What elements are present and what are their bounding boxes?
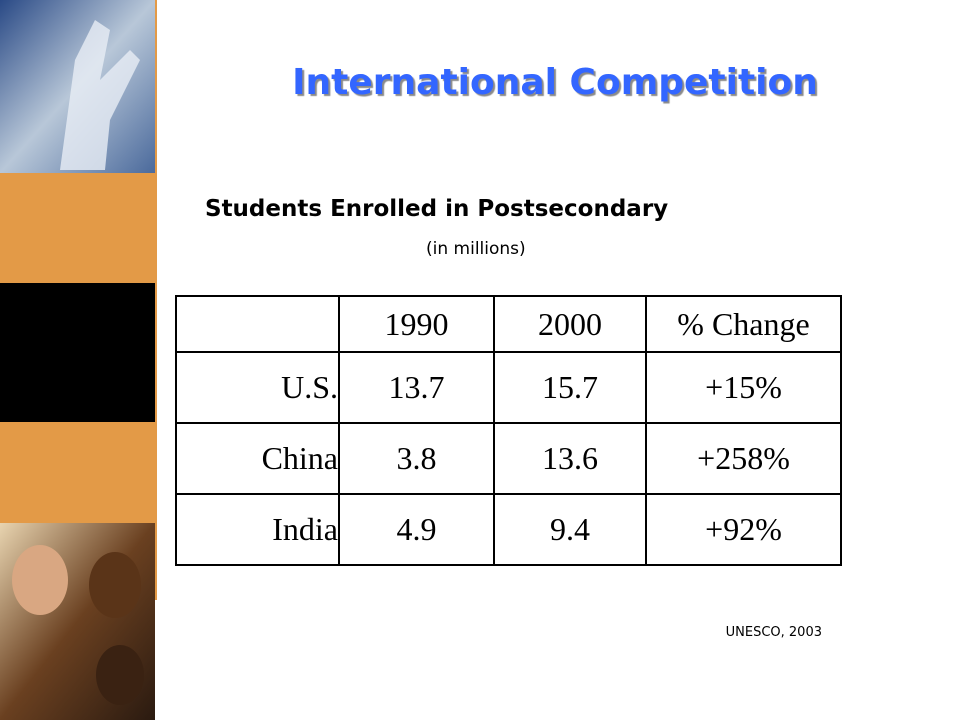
table-cell: 13.6 [493, 422, 647, 495]
table-row: U.S. 13.7 15.7 +15% [175, 351, 842, 424]
orange-block [0, 173, 155, 283]
header-cell: 1990 [338, 295, 495, 353]
table-cell: 4.9 [338, 493, 495, 566]
face [12, 545, 68, 615]
orange-block [0, 422, 155, 523]
title: International Competition [292, 62, 818, 103]
header-cell [175, 295, 340, 353]
header-cell: % Change [645, 295, 842, 353]
row-label: U.S. [175, 351, 340, 424]
table-cell: +258% [645, 422, 842, 495]
table-cell: 3.8 [338, 422, 495, 495]
table-row: India 4.9 9.4 +92% [175, 493, 842, 566]
table-row: China 3.8 13.6 +258% [175, 422, 842, 495]
row-label: India [175, 493, 340, 566]
table-cell: 15.7 [493, 351, 647, 424]
side-strip [0, 0, 157, 720]
data-table: 1990 2000% Change U.S. 13.7 15.7 +15% China 3.8… [175, 295, 842, 566]
table-cell: +15% [645, 351, 842, 424]
face [89, 552, 141, 618]
face [96, 645, 144, 705]
table-cell: 13.7 [338, 351, 495, 424]
source: UNESCO, 2003 [725, 625, 822, 640]
header-row: 1990 2000% Change [175, 295, 842, 353]
unit-note: (in millions) [426, 239, 526, 259]
hand-shape [60, 20, 140, 170]
table-cell: +92% [645, 493, 842, 566]
black-block [0, 283, 155, 422]
table-cell: 9.4 [493, 493, 647, 566]
row-label: China [175, 422, 340, 495]
header-cell: 2000 [493, 295, 647, 353]
subtitle: Students Enrolled in Postsecondary [205, 196, 669, 222]
